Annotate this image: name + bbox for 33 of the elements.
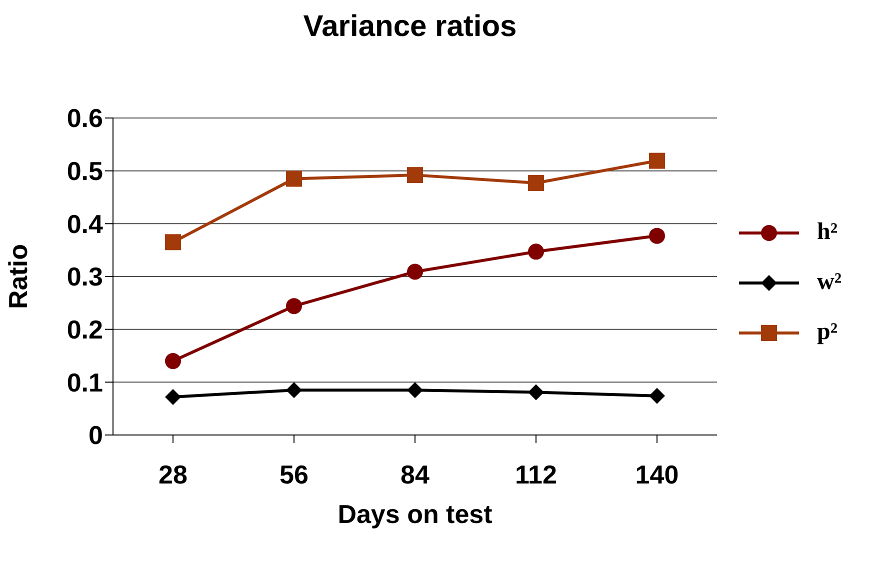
legend-label: w² [817, 269, 842, 296]
point [165, 388, 181, 405]
y-tick-label: 0.5 [66, 156, 103, 186]
y-tick-label: 0.6 [66, 103, 103, 134]
point [649, 152, 665, 169]
point [165, 353, 181, 370]
point [165, 234, 181, 250]
point [528, 174, 544, 191]
point [528, 244, 544, 260]
point [286, 382, 302, 398]
y-tick-label: 0.4 [66, 208, 104, 239]
point [407, 264, 423, 280]
x-tick-label: 140 [635, 459, 679, 490]
x-tick-label: 112 [515, 459, 557, 490]
point [407, 382, 423, 398]
point [286, 170, 302, 187]
y-tick-label: 0 [88, 420, 103, 450]
x-tick-label: 28 [158, 459, 188, 490]
point [407, 167, 423, 184]
chart-title: Variance ratios [302, 10, 518, 44]
y-tick-label: 0.2 [66, 314, 103, 345]
legend-label: p² [817, 319, 838, 346]
point [286, 298, 302, 314]
x-axis-title: Days on test [338, 499, 493, 529]
y-axis-title: Ratio [3, 244, 34, 309]
x-tick-label: 56 [280, 459, 308, 490]
y-tick-label: 0.3 [66, 262, 103, 292]
y-tick-label: 0.1 [66, 367, 103, 398]
point [649, 228, 665, 244]
legend-label: h² [817, 219, 838, 246]
point [649, 388, 665, 404]
point [528, 384, 544, 400]
x-tick-label: 84 [400, 459, 430, 490]
